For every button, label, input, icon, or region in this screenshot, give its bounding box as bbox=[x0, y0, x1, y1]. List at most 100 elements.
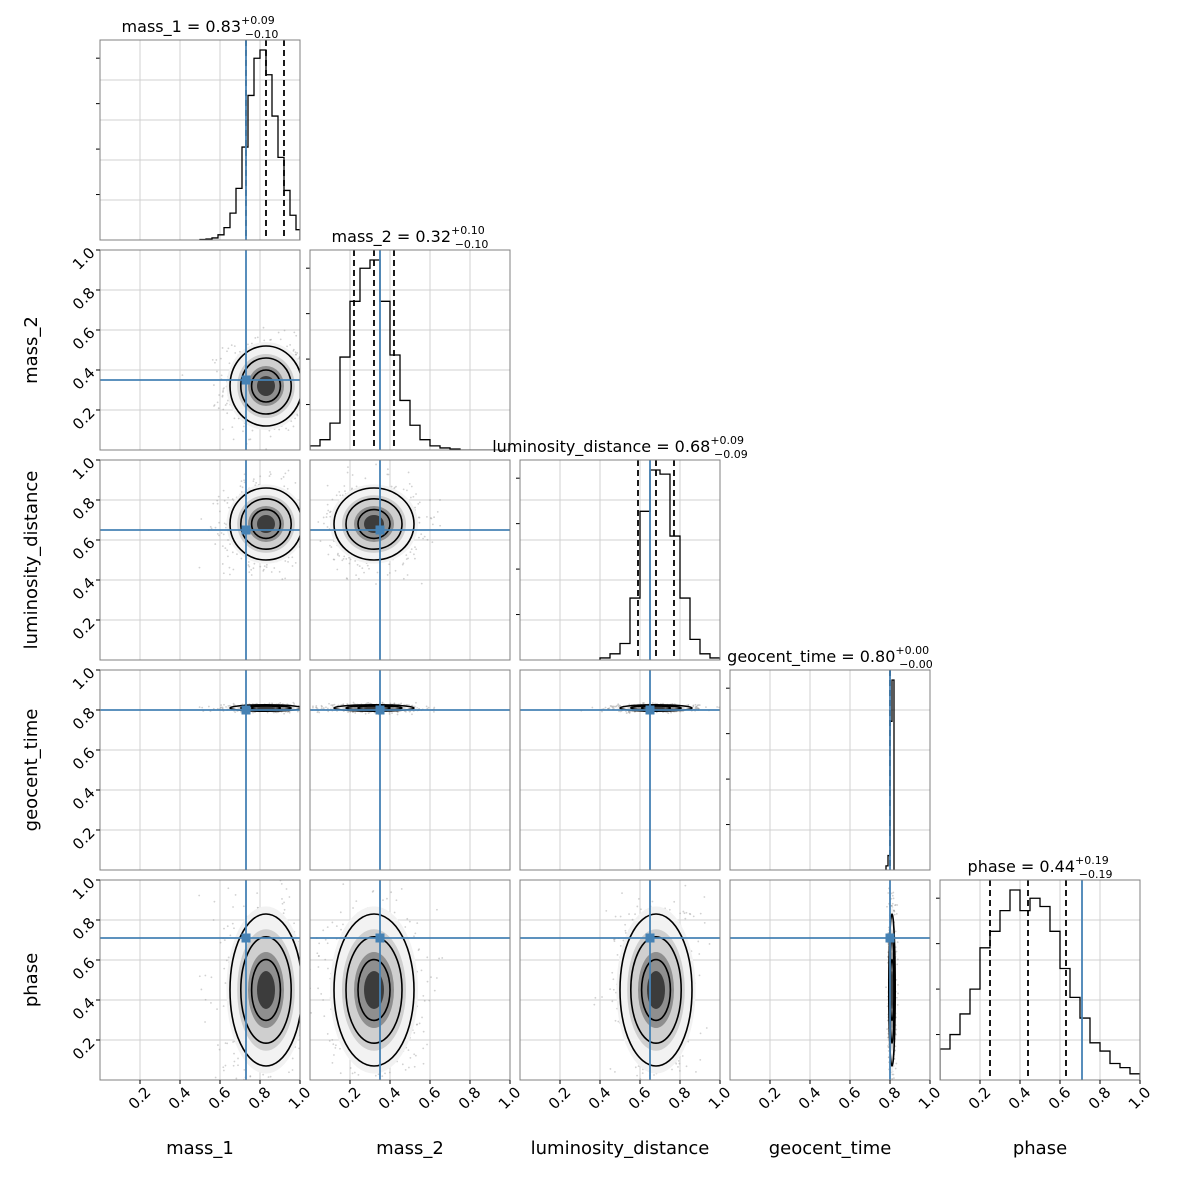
sample-point bbox=[601, 710, 603, 713]
sample-point bbox=[347, 466, 349, 469]
sample-point bbox=[407, 557, 409, 560]
sample-point bbox=[235, 1077, 238, 1080]
sample-point bbox=[409, 496, 412, 499]
sample-point bbox=[311, 524, 313, 526]
sample-point bbox=[222, 533, 225, 536]
sample-point bbox=[367, 712, 370, 715]
sample-point bbox=[207, 705, 210, 708]
sample-point bbox=[283, 901, 285, 904]
panel-frame bbox=[309, 459, 511, 661]
sample-point bbox=[314, 366, 316, 368]
sample-point bbox=[608, 707, 611, 710]
sample-point bbox=[294, 481, 297, 484]
sample-point bbox=[266, 711, 269, 714]
sample-point bbox=[238, 350, 241, 353]
y-tick-label: 0.8 bbox=[69, 494, 99, 524]
sample-point bbox=[408, 482, 411, 485]
sample-point bbox=[248, 571, 251, 574]
sample-point bbox=[242, 425, 245, 428]
sample-point bbox=[228, 362, 231, 365]
sample-point bbox=[373, 711, 376, 714]
panel-geocent_time-vs-geocent_time: geocent_time = 0.80+0.00 −0.00 bbox=[726, 644, 933, 871]
sample-point bbox=[696, 707, 699, 710]
density-level bbox=[257, 706, 275, 710]
sample-point bbox=[224, 982, 227, 984]
panel-content bbox=[310, 460, 510, 660]
sample-point bbox=[695, 707, 698, 710]
sample-point bbox=[311, 510, 313, 512]
sample-point bbox=[426, 538, 429, 541]
sample-point bbox=[418, 521, 421, 524]
sample-point bbox=[237, 1064, 239, 1067]
sample-point bbox=[304, 706, 306, 708]
sample-point bbox=[221, 347, 224, 349]
sample-point bbox=[414, 506, 416, 509]
title-minus: −0.09 bbox=[714, 448, 748, 461]
sample-point bbox=[265, 566, 268, 569]
sample-point bbox=[201, 706, 204, 709]
sample-point bbox=[329, 510, 332, 513]
sample-point bbox=[345, 577, 348, 580]
sample-point bbox=[306, 1108, 308, 1110]
y-tick-label: 0.8 bbox=[69, 284, 99, 314]
y-tick-label: 0.6 bbox=[69, 534, 99, 564]
sample-point bbox=[234, 711, 237, 714]
panel-content bbox=[310, 670, 510, 870]
sample-point bbox=[393, 702, 396, 705]
sample-point bbox=[293, 703, 296, 705]
panel-mass_2-vs-mass_2: mass_2 = 0.32+0.10 −0.10 bbox=[306, 224, 511, 451]
sample-point bbox=[358, 565, 361, 568]
sample-point bbox=[252, 567, 255, 570]
sample-point bbox=[433, 516, 435, 519]
sample-point bbox=[317, 521, 320, 523]
panel-title-luminosity_distance: luminosity_distance = 0.68+0.09 −0.09 bbox=[492, 434, 748, 461]
sample-point bbox=[303, 368, 305, 370]
sample-point bbox=[381, 702, 384, 705]
title-minus: −0.10 bbox=[455, 238, 489, 251]
sample-point bbox=[357, 577, 360, 580]
sample-point bbox=[223, 939, 226, 942]
sample-point bbox=[409, 551, 412, 554]
sample-point bbox=[287, 429, 290, 432]
sample-point bbox=[301, 364, 303, 366]
sample-point bbox=[302, 406, 304, 408]
sample-point bbox=[325, 706, 327, 709]
sample-point bbox=[215, 359, 218, 361]
sample-point bbox=[366, 702, 369, 705]
y-tick-label: 0.6 bbox=[69, 324, 99, 354]
sample-point bbox=[322, 707, 325, 709]
sample-point bbox=[321, 705, 323, 708]
y-tick-label: 0.4 bbox=[69, 364, 99, 394]
sample-point bbox=[221, 706, 224, 709]
sample-point bbox=[407, 471, 410, 474]
sample-point bbox=[318, 711, 321, 714]
sample-point bbox=[305, 1074, 307, 1076]
sample-point bbox=[210, 527, 213, 530]
sample-point bbox=[413, 553, 415, 556]
sample-point bbox=[422, 537, 424, 540]
sample-point bbox=[220, 704, 222, 706]
title-minus: −0.00 bbox=[899, 658, 933, 671]
sample-point bbox=[306, 704, 308, 706]
sample-point bbox=[218, 394, 221, 396]
sample-point bbox=[615, 705, 618, 708]
sample-point bbox=[295, 353, 298, 356]
contour-line bbox=[240, 357, 293, 415]
sample-point bbox=[288, 1071, 290, 1074]
sample-point bbox=[233, 1052, 235, 1055]
sample-point bbox=[338, 491, 341, 493]
sample-point bbox=[222, 572, 225, 575]
sample-point bbox=[642, 702, 644, 704]
sample-point bbox=[287, 469, 290, 472]
panel-phase-vs-mass_1: 0.2 0.4 0.6 0.8 1.00.20.40.60.81.0 bbox=[69, 874, 315, 1113]
sample-point bbox=[248, 565, 251, 568]
sample-point bbox=[611, 705, 614, 708]
sample-point bbox=[368, 567, 370, 570]
sample-point bbox=[618, 704, 620, 707]
sample-point bbox=[293, 331, 296, 334]
sample-point bbox=[277, 331, 280, 334]
sample-point bbox=[216, 401, 219, 404]
panel-luminosity_distance-vs-mass_1: 0.20.40.60.81.0 bbox=[69, 454, 313, 661]
sample-point bbox=[388, 563, 391, 566]
